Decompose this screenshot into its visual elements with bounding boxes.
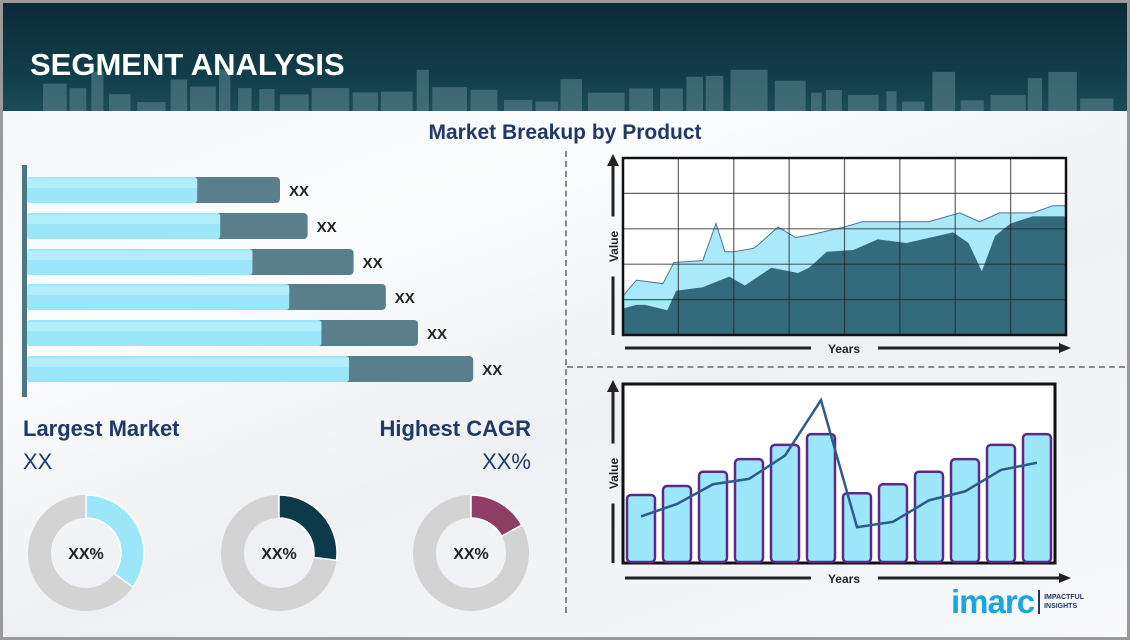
bar: [661, 484, 693, 564]
largest-market-label: Largest Market: [23, 416, 180, 441]
bar-data-label: XX: [395, 290, 415, 307]
page-title: SEGMENT ANALYSIS: [30, 47, 345, 82]
donut-label: XX%: [453, 546, 489, 563]
bar: [913, 470, 945, 564]
bar-data-label: XX: [482, 362, 502, 379]
city-skyline-icon: [43, 69, 1114, 111]
logo-text: imarc: [951, 583, 1035, 620]
y-axis-label: Value: [607, 458, 621, 490]
bar: [1021, 432, 1053, 564]
donut-slice: [470, 494, 523, 538]
donut-charts: XX% XX% XX%: [28, 494, 529, 611]
chart-subtitle: Market Breakup by Product: [428, 121, 702, 144]
highest-cagr-value: XX%: [482, 449, 531, 474]
bar: [733, 457, 765, 564]
bar: [949, 457, 981, 564]
bar: [625, 493, 657, 564]
highest-cagr-label: Highest CAGR: [379, 416, 531, 441]
trend-line: [640, 397, 1038, 529]
bar: [985, 443, 1017, 564]
bar-data-label: XX: [317, 219, 337, 236]
bar-axis: [22, 165, 27, 397]
horizontal-bar-chart: XX XX XX XX XX XX: [22, 165, 502, 397]
bar: [697, 470, 729, 564]
donut-slice: [85, 494, 145, 589]
logo-tagline-1: IMPACTFUL: [1044, 594, 1084, 601]
bar-data-label: XX: [427, 326, 447, 343]
imarc-logo: imarc IMPACTFUL INSIGHTS: [951, 583, 1084, 621]
y-axis-label: Value: [607, 231, 621, 263]
donut-label: XX%: [261, 546, 297, 563]
bar-data-label: XX: [363, 255, 383, 272]
divider-horizontal: [567, 366, 1125, 368]
area-chart: Value Years: [607, 154, 1071, 356]
plot-frame: [621, 382, 1057, 565]
donut-slice: [278, 494, 338, 562]
bar: [769, 443, 801, 564]
bar-data-label: XX: [289, 183, 309, 200]
x-axis-label: Years: [828, 342, 860, 356]
x-axis-label: Years: [828, 572, 860, 586]
bar-line-chart: Value Years: [607, 380, 1071, 586]
donut-label: XX%: [68, 546, 104, 563]
bar: [805, 432, 837, 564]
divider-vertical: [565, 151, 567, 613]
header-banner: SEGMENT ANALYSIS: [3, 3, 1127, 111]
largest-market-value: XX: [23, 449, 53, 474]
logo-tagline-2: INSIGHTS: [1044, 603, 1078, 610]
plot-frame: [621, 156, 1068, 337]
